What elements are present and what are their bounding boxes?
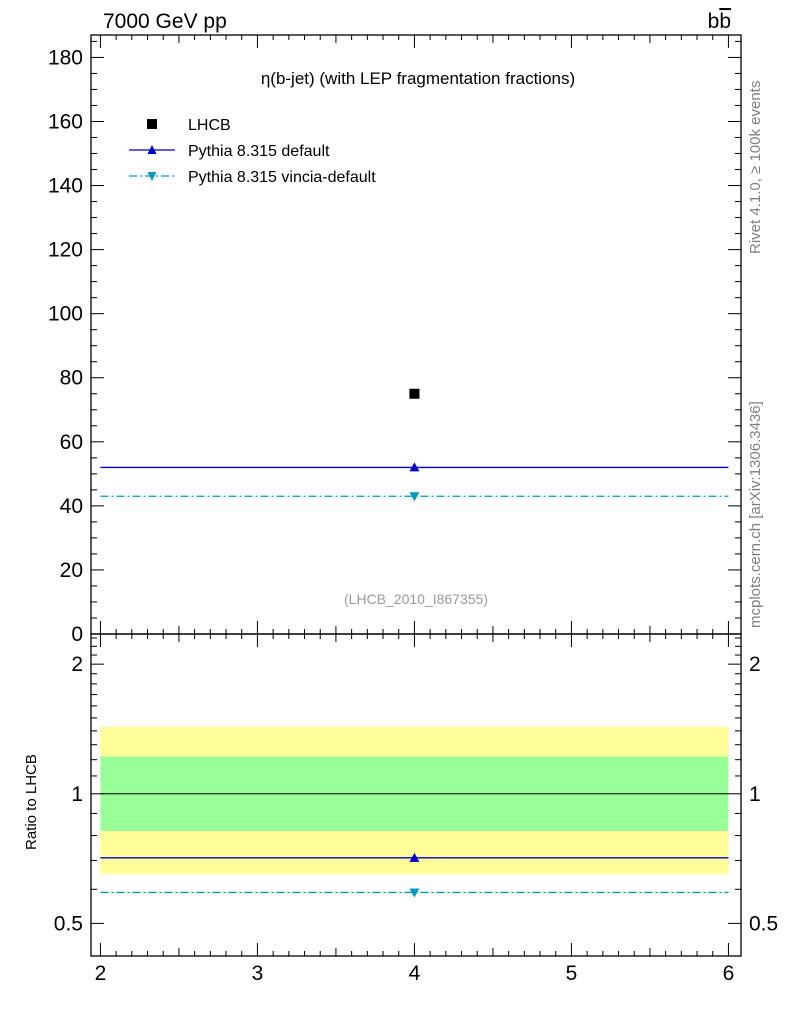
ratio-plot-frame — [90, 633, 742, 957]
rivet-version-label: Rivet 4.1.0, ≥ 100k events — [747, 81, 764, 254]
process-label: bb — [708, 10, 731, 33]
main-y-tick-label: 160 — [48, 110, 83, 133]
ratio-y-tick-label: 0.5 — [54, 912, 83, 935]
main-y-tick-label: 80 — [60, 367, 83, 390]
ratio-y-tick-label-right: 1 — [749, 783, 761, 806]
ratio-y-tick-label: 1 — [71, 783, 83, 806]
ratio-y-tick-label-right: 0.5 — [749, 912, 778, 935]
ratio-y-tick-label: 2 — [71, 653, 83, 676]
ratio-data-point-1 — [409, 888, 420, 898]
main-y-tick-label: 40 — [60, 495, 83, 518]
x-tick-label: 5 — [566, 962, 578, 985]
main-y-tick-label: 20 — [60, 559, 83, 582]
plot-frames — [90, 34, 742, 957]
x-tick-label: 2 — [95, 962, 107, 985]
ratio-y-tick-label-right: 2 — [749, 653, 761, 676]
axis-ticks: 0 20 40 60 80 100 120 140 160 180 2 3 4 5 6 0.5 0.5 1 1 2 2 — [48, 35, 778, 985]
ratio-data-point-0 — [409, 852, 420, 862]
legend-marker-pythia-default — [147, 145, 157, 154]
legend-marker-lhcb — [147, 119, 157, 129]
legend-marker-pythia-vincia — [147, 172, 157, 181]
x-tick-label: 4 — [409, 962, 421, 985]
legend-label-pythia-vincia: Pythia 8.315 vincia-default — [188, 169, 376, 186]
x-tick-label: 3 — [252, 962, 264, 985]
mcplots-reference-label: mcplots.cern.ch [arXiv:1306.3436] — [747, 401, 764, 628]
legend-label-lhcb: LHCB — [188, 117, 231, 134]
legend: LHCB Pythia 8.315 default Pythia 8.315 v… — [129, 117, 376, 186]
legend-label-pythia-default: Pythia 8.315 default — [188, 143, 330, 160]
main-y-tick-label: 60 — [60, 431, 83, 454]
main-data-point-lhcb — [409, 388, 420, 399]
main-plot-title: η(b-jet) (with LEP fragmentation fractio… — [261, 69, 575, 88]
analysis-watermark: (LHCB_2010_I867355) — [344, 591, 488, 607]
main-y-tick-label: 140 — [48, 175, 83, 198]
main-y-tick-label: 120 — [48, 239, 83, 262]
ratio-y-axis-label: Ratio to LHCB — [23, 754, 40, 850]
x-tick-label: 6 — [723, 962, 735, 985]
main-y-tick-label: 180 — [48, 46, 83, 69]
main-y-tick-label: 0 — [71, 623, 83, 646]
main-data-point-2 — [409, 492, 420, 502]
main-data-point-1 — [409, 462, 420, 472]
data-series — [100, 388, 729, 898]
main-y-tick-label: 100 — [48, 303, 83, 326]
energy-label: 7000 GeV pp — [103, 10, 227, 33]
ratio-uncertainty-bands — [100, 726, 729, 875]
